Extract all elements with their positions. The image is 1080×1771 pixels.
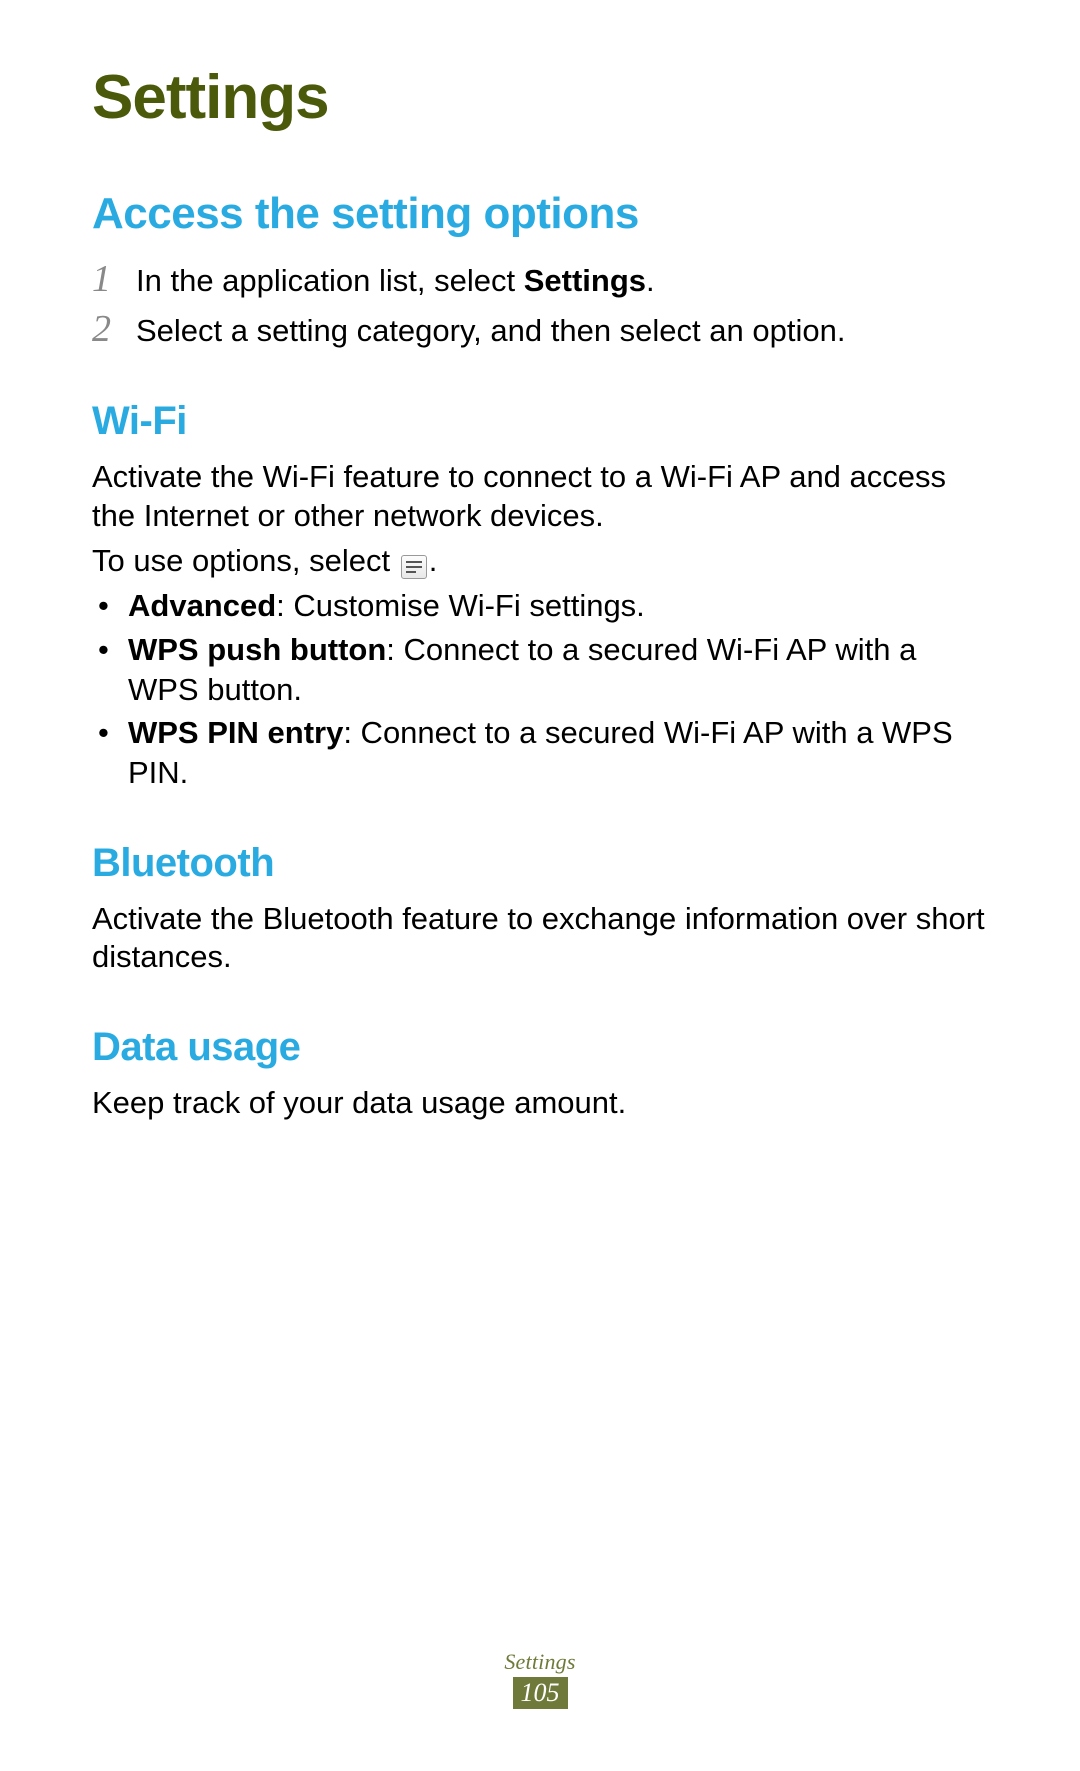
section-heading-wifi: Wi-Fi	[92, 399, 988, 444]
bullet-dot: •	[92, 630, 128, 709]
step-number: 1	[92, 257, 136, 301]
body-paragraph: Activate the Wi-Fi feature to connect to…	[92, 458, 988, 536]
bullet-dot: •	[92, 713, 128, 792]
body-paragraph: Keep track of your data usage amount.	[92, 1084, 988, 1123]
bullet-dot: •	[92, 586, 128, 626]
list-item-text: Advanced: Customise Wi-Fi settings.	[128, 586, 645, 626]
bullet-list: • Advanced: Customise Wi-Fi settings. • …	[92, 586, 988, 792]
step-item: 1 In the application list, select Settin…	[92, 257, 988, 301]
step-text: Select a setting category, and then sele…	[136, 312, 845, 351]
body-paragraph: To use options, select .	[92, 542, 988, 581]
list-item-text: WPS push button: Connect to a secured Wi…	[128, 630, 988, 709]
page-title: Settings	[92, 62, 988, 133]
footer-section-label: Settings	[0, 1649, 1080, 1675]
step-item: 2 Select a setting category, and then se…	[92, 307, 988, 351]
section-heading-bluetooth: Bluetooth	[92, 841, 988, 886]
step-text: In the application list, select Settings…	[136, 262, 655, 301]
section-heading-data-usage: Data usage	[92, 1025, 988, 1070]
step-number: 2	[92, 307, 136, 351]
steps-list: 1 In the application list, select Settin…	[92, 257, 988, 351]
list-item: • WPS PIN entry: Connect to a secured Wi…	[92, 713, 988, 792]
list-item: • WPS push button: Connect to a secured …	[92, 630, 988, 709]
page-number-badge: 105	[513, 1677, 568, 1710]
body-paragraph: Activate the Bluetooth feature to exchan…	[92, 900, 988, 978]
list-item-text: WPS PIN entry: Connect to a secured Wi-F…	[128, 713, 988, 792]
list-item: • Advanced: Customise Wi-Fi settings.	[92, 586, 988, 626]
section-heading-access: Access the setting options	[92, 189, 988, 239]
doc-page: Settings Access the setting options 1 In…	[0, 0, 1080, 1123]
menu-icon	[401, 555, 427, 579]
page-footer: Settings 105	[0, 1649, 1080, 1710]
